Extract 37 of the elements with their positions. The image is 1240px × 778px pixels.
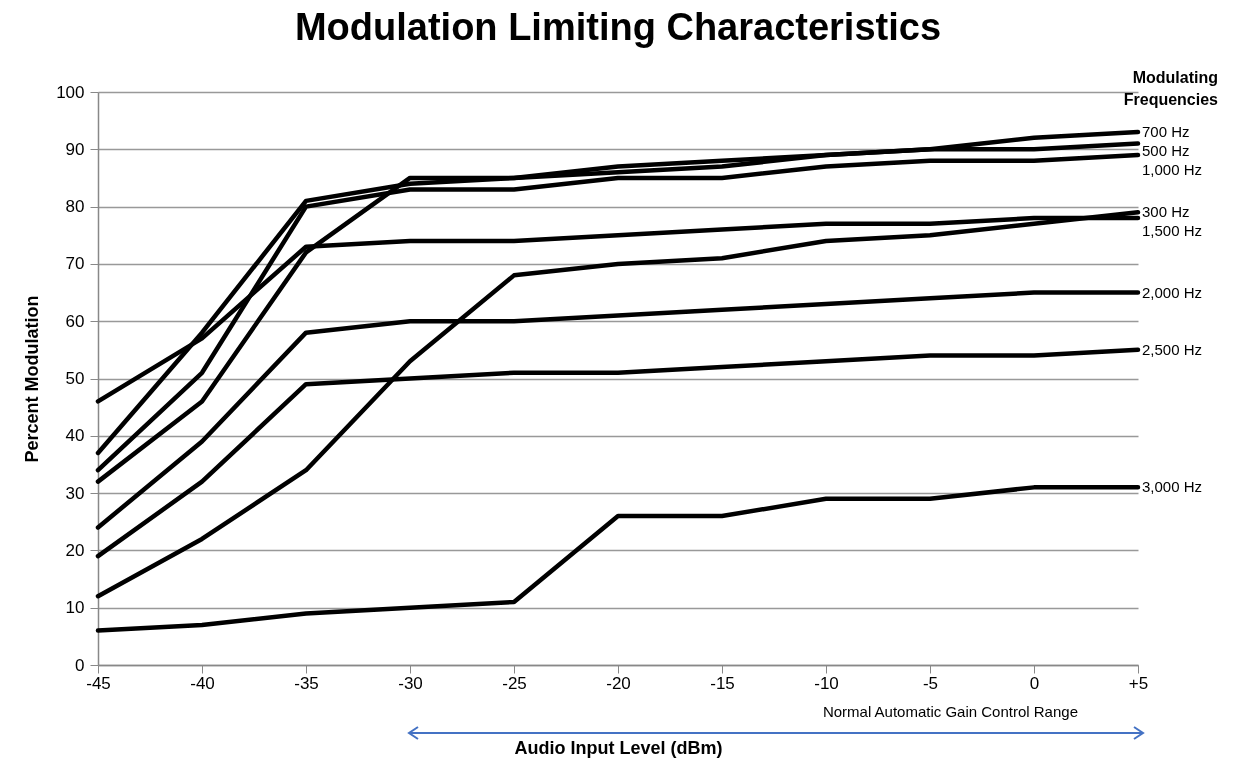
x-tick-label: -35: [294, 673, 319, 693]
y-tick-label: 70: [65, 254, 85, 274]
y-axis-title: Percent Modulation: [22, 295, 43, 463]
x-tick-label: -30: [398, 673, 423, 693]
x-tick-label: -5: [922, 673, 939, 693]
series-label: 700 Hz: [1142, 123, 1190, 141]
x-tick-label: -15: [710, 673, 735, 693]
x-axis-title: Audio Input Level (dBm): [514, 737, 723, 758]
line-series: [95, 485, 1141, 633]
text: Normal Automatic Gain Control Range: [822, 703, 1078, 720]
y-tick-label: 40: [65, 426, 85, 446]
x-tick-label: -40: [190, 673, 215, 693]
x-tick-label: +5: [1128, 673, 1149, 693]
series-label: 500 Hz: [1142, 142, 1190, 160]
x-tick-label: -25: [502, 673, 527, 693]
chart-title: Modulation Limiting Characteristics: [294, 6, 942, 48]
y-tick-label: 30: [65, 483, 85, 503]
y-tick-label: 10: [65, 598, 85, 618]
x-tick-label: -45: [86, 673, 111, 693]
y-tick-label: 100: [56, 82, 85, 102]
line-series: [95, 210, 1141, 599]
series-label: 1,500 Hz: [1142, 222, 1203, 240]
series-label: 1,000 Hz: [1142, 161, 1203, 179]
series-label: 2,000 Hz: [1142, 283, 1203, 301]
y-tick-label: 0: [75, 655, 85, 675]
x-tick-label: 0: [1029, 673, 1040, 693]
y-tick-label: 90: [65, 139, 85, 159]
series-label: 3,000 Hz: [1142, 478, 1203, 496]
y-tick-label: 20: [65, 540, 85, 560]
y-tick-label: 60: [65, 311, 85, 331]
x-tick-label: -20: [606, 673, 631, 693]
series-label: 300 Hz: [1142, 203, 1190, 221]
series-label: 2,500 Hz: [1142, 340, 1203, 358]
y-tick-label: 50: [65, 369, 85, 388]
y-tick-label: 80: [65, 197, 85, 217]
legend-title: Modulating Frequencies: [1123, 69, 1219, 108]
x-tick-label: -10: [814, 673, 839, 693]
